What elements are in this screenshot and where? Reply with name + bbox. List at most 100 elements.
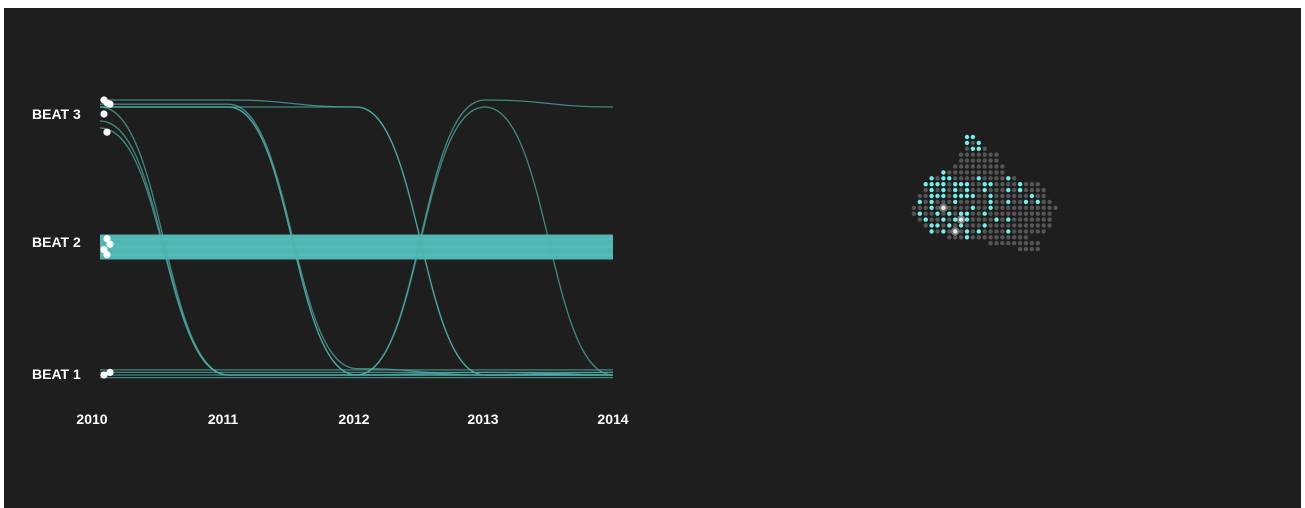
map-dot: [1000, 211, 1005, 216]
map-dot: [1029, 187, 1035, 193]
map-dot-active: [964, 211, 970, 216]
map-dot: [1000, 205, 1005, 210]
map-dot: [947, 229, 952, 234]
map-dot-active: [958, 211, 964, 216]
map-dot-active: [929, 182, 934, 187]
map-dot-active: [964, 140, 970, 146]
map-dot-active: [976, 146, 981, 151]
start-point: [100, 110, 108, 118]
map-dot: [964, 205, 970, 210]
x-axis-labels: 2010 2011 2012 2013 2014: [76, 411, 628, 427]
map-dot: [970, 229, 976, 234]
map-dot-active: [994, 217, 999, 222]
map-dot: [953, 211, 958, 216]
map-dot: [976, 164, 981, 169]
map-dot: [1035, 229, 1041, 234]
map-dot: [1006, 182, 1011, 187]
map-dot: [1035, 211, 1041, 216]
map-dot: [953, 223, 958, 228]
start-points: [100, 96, 114, 379]
map-dot: [988, 241, 993, 246]
map-dot: [947, 187, 952, 193]
map-dot-active: [941, 170, 946, 175]
map-dot: [1006, 205, 1011, 210]
map-dot: [988, 152, 993, 157]
map-dot: [970, 182, 976, 187]
map-dot-active: [964, 182, 970, 187]
map-dot: [982, 235, 987, 240]
map-dot-active: [929, 193, 934, 199]
map-dot-active: [964, 229, 970, 234]
map-dot-active: [988, 193, 993, 199]
map-dot: [970, 187, 976, 193]
map-dot: [1006, 211, 1011, 216]
map-dot: [917, 205, 922, 210]
map-dot: [1000, 229, 1005, 234]
map-dot: [1012, 223, 1017, 228]
map-dot: [976, 158, 981, 163]
start-point: [103, 235, 111, 243]
y-axis-labels: BEAT 3 BEAT 2 BEAT 1: [32, 106, 81, 382]
map-dot: [988, 211, 993, 216]
map-dot-active: [958, 193, 964, 199]
map-dot: [935, 217, 940, 222]
map-dot: [1029, 182, 1035, 187]
map-dot: [994, 170, 999, 175]
map-dot: [935, 187, 940, 193]
map-dot: [947, 182, 952, 187]
map-dot: [1000, 182, 1005, 187]
map-dot: [1035, 246, 1041, 252]
map-dot: [1023, 187, 1029, 193]
map-dot: [1041, 193, 1046, 199]
map-dot: [1017, 193, 1023, 199]
map-dot: [964, 199, 970, 205]
map-dot: [1012, 235, 1017, 240]
map-dot: [953, 205, 958, 210]
map-dot: [1035, 217, 1041, 222]
map-dot: [976, 193, 981, 199]
map-dot: [1012, 199, 1017, 205]
map-dot: [1041, 229, 1046, 234]
map-dot: [1023, 235, 1029, 240]
map-dot: [1035, 182, 1041, 187]
map-dot: [958, 229, 964, 234]
map-dot: [1023, 223, 1029, 228]
map-dot: [970, 235, 976, 240]
map-dot: [1017, 235, 1023, 240]
map-dot-active: [953, 199, 958, 205]
map-dot: [1023, 217, 1029, 222]
start-point: [100, 371, 108, 379]
map-dot: [1035, 223, 1041, 228]
map-dot: [1029, 211, 1035, 216]
map-dot: [982, 158, 987, 163]
x-tick-2014: 2014: [597, 411, 628, 427]
map-dot-active: [929, 229, 934, 234]
map-dot: [923, 187, 928, 193]
map-dot: [1023, 229, 1029, 234]
map-dot-active: [1023, 199, 1029, 205]
map-dot: [994, 158, 999, 163]
map-dot: [1012, 193, 1017, 199]
map-dot-active: [958, 223, 964, 228]
map-dot: [976, 187, 981, 193]
map-dot: [976, 235, 981, 240]
map-dot: [994, 182, 999, 187]
map-dot: [970, 170, 976, 175]
map-dot-active: [947, 176, 952, 181]
map-dot: [976, 223, 981, 228]
map-dot-active: [935, 223, 940, 228]
map-dot: [994, 199, 999, 205]
map-dot: [935, 199, 940, 205]
map-dot-active: [1017, 182, 1023, 187]
map-dot-active: [982, 182, 987, 187]
map-dot: [958, 158, 964, 163]
map-dot: [1041, 217, 1046, 222]
map-dot-active: [982, 187, 987, 193]
map-dot: [953, 164, 958, 169]
map-dot: [988, 158, 993, 163]
viz-canvas: BEAT 3 BEAT 2 BEAT 1 2010 2011 2012 2013…: [32, 96, 1058, 427]
transition-path-8: [99, 106, 614, 376]
map-dot: [1041, 205, 1046, 210]
map-highlight-dot: [958, 217, 964, 222]
map-dot: [976, 199, 981, 205]
